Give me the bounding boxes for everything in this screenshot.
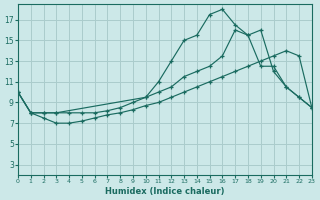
X-axis label: Humidex (Indice chaleur): Humidex (Indice chaleur) bbox=[105, 187, 225, 196]
